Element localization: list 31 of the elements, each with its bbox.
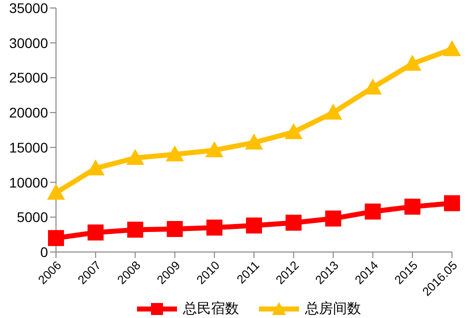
point bbox=[245, 134, 263, 150]
legend-label: 总房间数 bbox=[305, 300, 361, 318]
point bbox=[364, 204, 381, 220]
point bbox=[286, 214, 302, 231]
point bbox=[48, 230, 64, 246]
y-tick-label: 10000 bbox=[9, 174, 48, 190]
point bbox=[246, 218, 262, 234]
point bbox=[284, 123, 303, 140]
y-tick-label: 20000 bbox=[9, 104, 48, 121]
point bbox=[404, 198, 420, 215]
point bbox=[443, 40, 461, 56]
y-tick-label: 15000 bbox=[9, 139, 48, 156]
point bbox=[126, 148, 144, 165]
point bbox=[324, 104, 342, 120]
point bbox=[403, 54, 422, 71]
point bbox=[325, 210, 342, 227]
legend-label: 总民宿数 bbox=[183, 300, 239, 318]
y-tick-label: 35000 bbox=[9, 0, 48, 16]
point bbox=[206, 220, 222, 236]
point bbox=[444, 195, 460, 212]
point bbox=[88, 224, 104, 240]
point bbox=[205, 141, 224, 158]
point bbox=[127, 222, 144, 238]
y-tick-label: 30000 bbox=[9, 34, 48, 51]
y-tick-label: 25000 bbox=[9, 70, 48, 86]
point bbox=[166, 145, 184, 162]
point bbox=[47, 184, 65, 200]
point bbox=[86, 159, 105, 176]
y-tick-label: 0 bbox=[40, 244, 48, 260]
y-tick-label: 5000 bbox=[16, 209, 48, 226]
point bbox=[166, 220, 183, 237]
